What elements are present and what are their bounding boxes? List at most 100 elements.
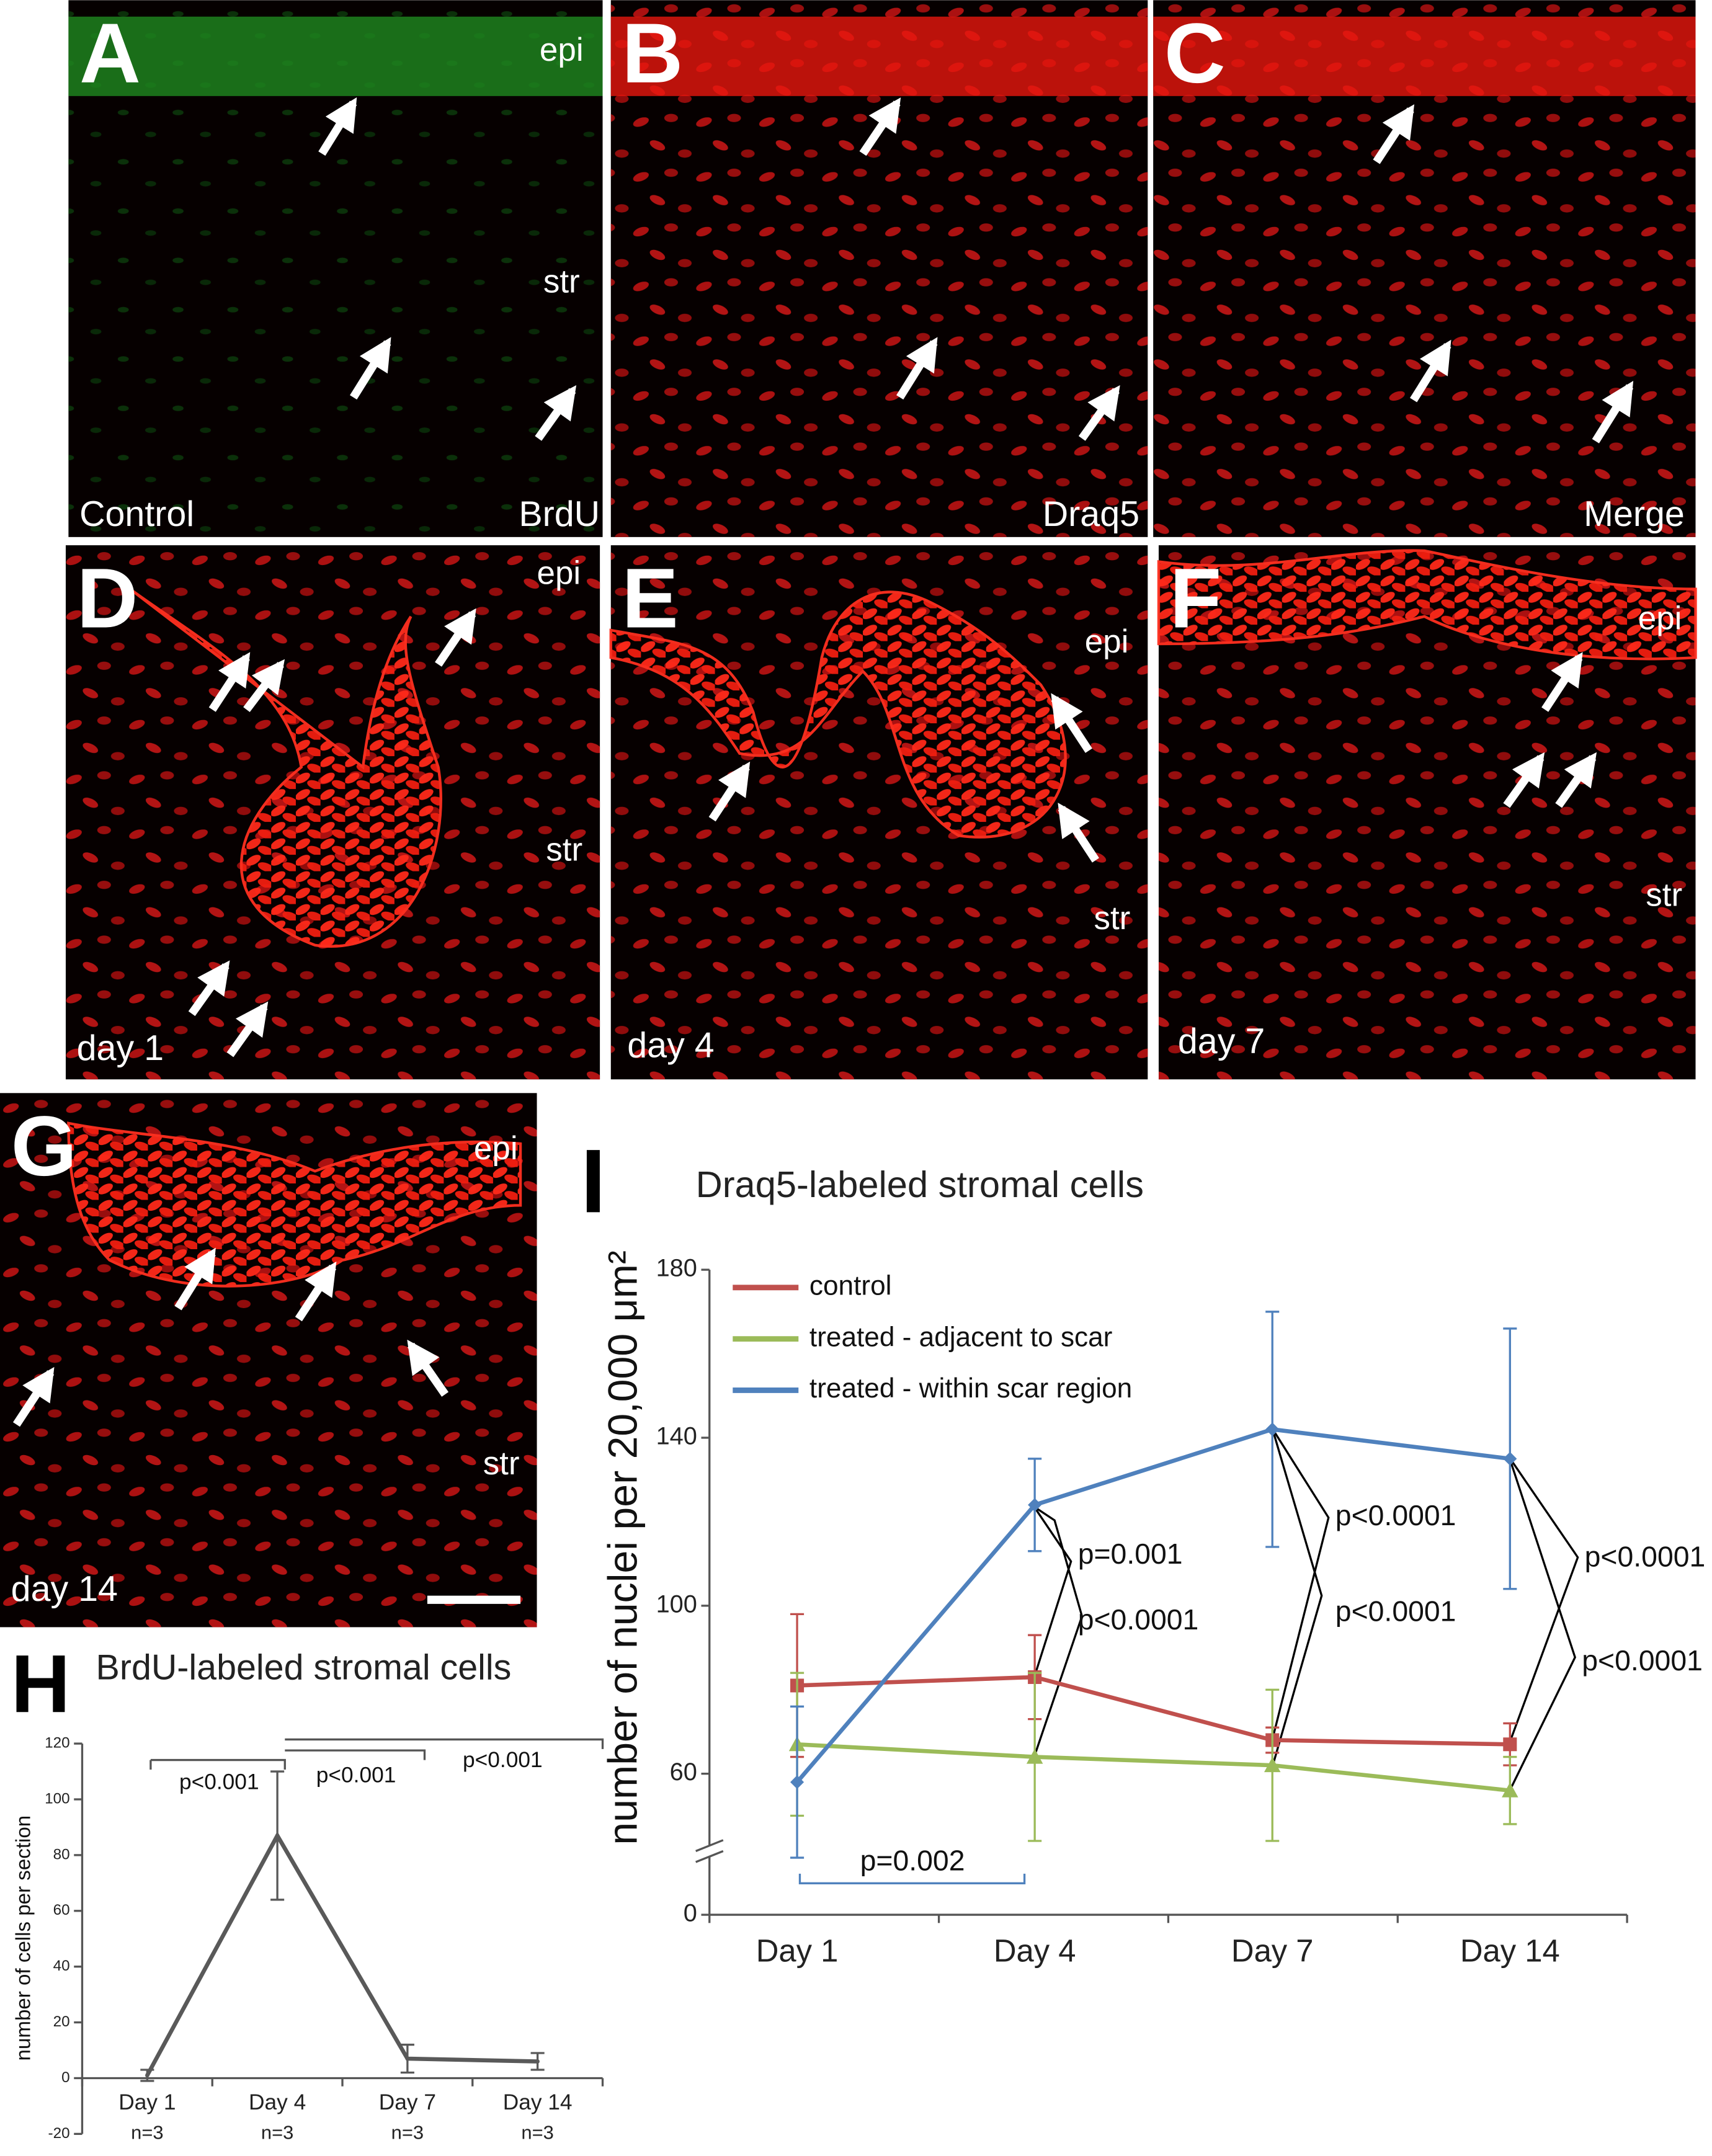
panel-label: epi (540, 32, 584, 68)
y-tick-label: 100 (656, 1590, 697, 1618)
significance-bracket (798, 1873, 1026, 1884)
arrow (350, 337, 391, 400)
epithelium (1153, 16, 1696, 96)
arrow (1555, 752, 1597, 808)
p-value: p<0.0001 (1335, 1499, 1456, 1531)
panel-letter: A (79, 6, 141, 101)
data-point (275, 1833, 280, 1838)
arrow (1051, 693, 1092, 753)
arrow (1592, 380, 1634, 443)
arrow (226, 1001, 269, 1058)
x-tick-label: Day 1 (756, 1933, 839, 1968)
y-tick-label: 40 (53, 1958, 70, 1974)
x-tick-label: Day 7 (1231, 1933, 1314, 1968)
x-tick-label: Day 7 (379, 2090, 436, 2114)
data-point (1502, 1782, 1518, 1797)
chart-title: Draq5-labeled stromal cells (696, 1164, 1144, 1205)
arrow (1503, 752, 1545, 808)
data-point (1264, 1757, 1281, 1773)
data-point (1265, 1422, 1280, 1437)
sample-size: n=3 (521, 2122, 553, 2144)
tissue (1157, 549, 1697, 661)
panel-label: str (1646, 877, 1682, 914)
series-line (795, 1427, 1510, 1784)
panel-label: epi (474, 1130, 518, 1167)
panel-label: epi (1638, 600, 1682, 637)
significance-bracket (1271, 1428, 1330, 1740)
arrow (243, 659, 285, 713)
axis-break-gap (698, 1845, 721, 1857)
panel-label: Merge (1584, 494, 1685, 534)
x-tick-label: Day 14 (503, 2090, 573, 2114)
data-point (405, 2056, 410, 2061)
axis-break (695, 1839, 724, 1852)
p-value: p<0.0001 (1078, 1603, 1199, 1636)
significance-bracket (1271, 1428, 1323, 1768)
p-value: p<0.001 (179, 1770, 259, 1794)
panel-label: str (543, 263, 580, 300)
y-tick-label: 120 (45, 1734, 70, 1751)
arrow (708, 761, 751, 822)
panel-letter: F (1170, 551, 1222, 646)
p-value: p=0.001 (1078, 1538, 1183, 1570)
legend-label: treated - adjacent to scar (809, 1322, 1112, 1352)
data-point (145, 2073, 149, 2078)
y-axis-label: number of nuclei per 20,000 μm² (600, 1250, 646, 1845)
arrow (859, 97, 901, 156)
significance-bracket (1508, 1456, 1579, 1744)
y-tick-label: -20 (48, 2125, 70, 2142)
arrow (295, 1261, 337, 1322)
y-tick-label: 60 (53, 1902, 70, 1918)
panel-letter: E (622, 551, 678, 646)
arrow (318, 97, 357, 156)
significance-bracket (285, 1738, 604, 1749)
panel-letter: D (77, 551, 138, 646)
data-point (535, 2059, 540, 2064)
p-value: p<0.0001 (1582, 1644, 1703, 1677)
p-value: p<0.0001 (1335, 1595, 1456, 1628)
y-tick-label: 80 (53, 1846, 70, 1863)
tissue (609, 590, 1067, 839)
sample-size: n=3 (261, 2122, 293, 2144)
sample-size: n=3 (391, 2122, 424, 2144)
legend-label: control (809, 1270, 892, 1301)
y-tick-label: 100 (45, 1790, 70, 1807)
y-tick-label: 20 (53, 2013, 70, 2030)
significance-bracket (285, 1749, 426, 1760)
arrow (188, 960, 230, 1017)
axis-break (695, 1850, 724, 1863)
significance-bracket (1033, 1505, 1084, 1758)
panel-letter: B (622, 6, 683, 101)
legend-label: treated - within scar region (809, 1373, 1132, 1404)
p-value: p=0.002 (860, 1844, 965, 1876)
panel-letter: C (1164, 6, 1226, 101)
panel-label: epi (537, 555, 581, 592)
epithelium (610, 16, 1148, 96)
chart: I Draq5-labeled stromal cells number of nu… (581, 1130, 1705, 1968)
series-line (796, 1675, 1510, 1747)
data-point (1503, 1737, 1517, 1752)
charts: H BrdU-labeled stromal cells number of cel… (11, 1130, 1706, 2143)
panel-label: BrdU (519, 494, 600, 534)
panel-label: Control (79, 494, 194, 534)
significance-bracket (150, 1758, 286, 1770)
x-tick-label: Day 14 (1460, 1933, 1560, 1968)
epithelium (68, 16, 603, 96)
y-tick-label: 0 (684, 1900, 697, 1927)
arrow (1373, 104, 1415, 164)
x-tick-label: Day 4 (249, 2090, 306, 2114)
significance-bracket (1508, 1457, 1576, 1793)
data-point (1503, 1451, 1517, 1466)
panel-label: day 7 (1178, 1022, 1265, 1061)
significance-bracket (1033, 1506, 1072, 1678)
panel-label: day 4 (627, 1026, 714, 1066)
p-value: p<0.0001 (1585, 1540, 1706, 1572)
panel-letter: I (581, 1130, 606, 1231)
